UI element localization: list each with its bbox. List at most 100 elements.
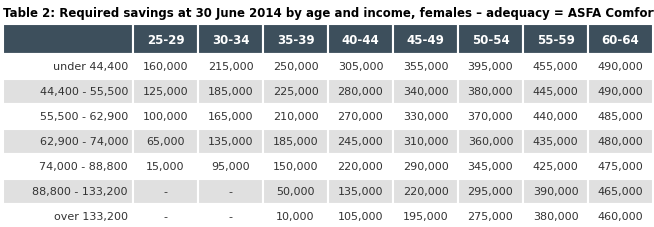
Text: 485,000: 485,000	[598, 112, 644, 122]
Text: 380,000: 380,000	[533, 212, 578, 222]
Bar	[263, 129, 328, 154]
Text: 460,000: 460,000	[598, 212, 644, 222]
Bar	[263, 179, 328, 204]
Bar	[328, 80, 393, 105]
Bar	[198, 154, 263, 179]
Text: 490,000: 490,000	[598, 87, 644, 97]
Text: 280,000: 280,000	[337, 87, 383, 97]
Text: -: -	[164, 212, 167, 222]
Bar	[393, 154, 458, 179]
Bar	[523, 55, 588, 80]
Text: 25-29: 25-29	[146, 33, 184, 46]
Text: 345,000: 345,000	[468, 162, 513, 172]
Text: 445,000: 445,000	[532, 87, 578, 97]
Text: 185,000: 185,000	[273, 137, 318, 147]
Text: 44,400 - 55,500: 44,400 - 55,500	[40, 87, 128, 97]
Text: 55-59: 55-59	[536, 33, 574, 46]
Bar	[328, 55, 393, 80]
Bar	[198, 105, 263, 129]
Text: 305,000: 305,000	[337, 62, 383, 72]
Bar	[263, 105, 328, 129]
Text: 55,500 - 62,900: 55,500 - 62,900	[40, 112, 128, 122]
Bar	[328, 154, 393, 179]
Bar	[523, 25, 588, 55]
Bar	[458, 154, 523, 179]
Text: 88,800 - 133,200: 88,800 - 133,200	[33, 187, 128, 197]
Text: 225,000: 225,000	[273, 87, 318, 97]
Bar	[3, 179, 133, 204]
Text: 135,000: 135,000	[208, 137, 253, 147]
Text: 390,000: 390,000	[533, 187, 578, 197]
Bar	[198, 25, 263, 55]
Bar	[198, 179, 263, 204]
Text: 340,000: 340,000	[403, 87, 448, 97]
Text: 475,000: 475,000	[598, 162, 644, 172]
Text: 290,000: 290,000	[403, 162, 449, 172]
Text: 330,000: 330,000	[403, 112, 448, 122]
Bar	[458, 179, 523, 204]
Bar	[3, 25, 133, 55]
Bar	[458, 55, 523, 80]
Text: 250,000: 250,000	[273, 62, 318, 72]
Text: 105,000: 105,000	[337, 212, 383, 222]
Text: 15,000: 15,000	[146, 162, 184, 172]
Bar	[198, 55, 263, 80]
Bar	[328, 204, 393, 227]
Bar	[393, 179, 458, 204]
Text: under 44,400: under 44,400	[53, 62, 128, 72]
Text: 275,000: 275,000	[468, 212, 513, 222]
Bar	[133, 204, 198, 227]
Text: 185,000: 185,000	[208, 87, 253, 97]
Bar	[263, 25, 328, 55]
Text: 425,000: 425,000	[532, 162, 578, 172]
Bar	[133, 105, 198, 129]
Bar	[523, 154, 588, 179]
Bar	[393, 129, 458, 154]
Text: 480,000: 480,000	[598, 137, 644, 147]
Bar	[133, 179, 198, 204]
Bar	[263, 204, 328, 227]
Bar	[198, 129, 263, 154]
Bar	[458, 204, 523, 227]
Text: 65,000: 65,000	[146, 137, 184, 147]
Bar	[133, 55, 198, 80]
Bar	[523, 204, 588, 227]
Text: 215,000: 215,000	[208, 62, 253, 72]
Text: 455,000: 455,000	[533, 62, 578, 72]
Text: -: -	[164, 187, 167, 197]
Bar	[133, 129, 198, 154]
Text: 195,000: 195,000	[403, 212, 448, 222]
Bar	[133, 154, 198, 179]
Text: 360,000: 360,000	[468, 137, 513, 147]
Bar	[523, 80, 588, 105]
Bar	[3, 129, 133, 154]
Text: -: -	[228, 187, 233, 197]
Bar	[263, 80, 328, 105]
Bar	[588, 204, 653, 227]
Text: over 133,200: over 133,200	[54, 212, 128, 222]
Bar	[393, 204, 458, 227]
Text: 135,000: 135,000	[337, 187, 383, 197]
Text: 35-39: 35-39	[277, 33, 315, 46]
Text: 100,000: 100,000	[143, 112, 188, 122]
Text: 245,000: 245,000	[337, 137, 383, 147]
Bar	[458, 129, 523, 154]
Bar	[133, 80, 198, 105]
Text: 150,000: 150,000	[273, 162, 318, 172]
Text: 355,000: 355,000	[403, 62, 448, 72]
Text: 160,000: 160,000	[143, 62, 188, 72]
Bar	[198, 80, 263, 105]
Text: 165,000: 165,000	[208, 112, 253, 122]
Bar	[588, 154, 653, 179]
Bar	[3, 55, 133, 80]
Text: 435,000: 435,000	[533, 137, 578, 147]
Text: 395,000: 395,000	[468, 62, 513, 72]
Text: Table 2: Required savings at 30 June 2014 by age and income, females – adequacy : Table 2: Required savings at 30 June 201…	[3, 7, 654, 20]
Bar	[588, 105, 653, 129]
Bar	[393, 55, 458, 80]
Bar	[328, 129, 393, 154]
Bar	[328, 25, 393, 55]
Text: 370,000: 370,000	[468, 112, 513, 122]
Text: 60-64: 60-64	[602, 33, 640, 46]
Bar	[523, 105, 588, 129]
